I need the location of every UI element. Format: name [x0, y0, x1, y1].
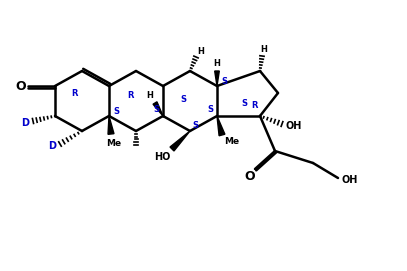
Text: D: D	[21, 118, 29, 128]
Text: S: S	[221, 76, 227, 85]
Text: OH: OH	[286, 121, 302, 131]
Text: OH: OH	[342, 175, 358, 185]
Text: H: H	[260, 44, 267, 53]
Polygon shape	[108, 116, 114, 134]
Text: HO: HO	[154, 152, 170, 162]
Text: S: S	[207, 105, 213, 114]
Text: S: S	[113, 107, 119, 115]
Text: H: H	[214, 60, 221, 69]
Text: Me: Me	[107, 138, 122, 147]
Text: O: O	[16, 79, 26, 92]
Text: D: D	[48, 141, 56, 151]
Text: S: S	[192, 121, 198, 130]
Text: S: S	[241, 98, 247, 108]
Text: R: R	[72, 89, 78, 98]
Polygon shape	[170, 131, 190, 151]
Text: H: H	[197, 47, 204, 56]
Text: R: R	[127, 92, 133, 101]
Text: S: S	[180, 95, 186, 104]
Text: Me: Me	[224, 137, 240, 147]
Text: R: R	[252, 102, 258, 111]
Text: O: O	[245, 170, 255, 183]
Text: S: S	[153, 105, 159, 114]
Polygon shape	[217, 116, 225, 136]
Polygon shape	[215, 71, 219, 86]
Text: H: H	[147, 92, 153, 101]
Polygon shape	[153, 102, 163, 116]
